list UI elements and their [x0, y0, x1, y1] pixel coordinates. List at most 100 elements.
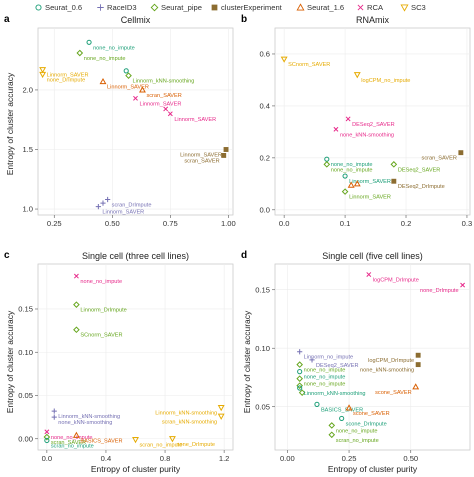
plot-area: [37, 27, 234, 216]
data-label: none_kNN-smoothing: [360, 368, 414, 374]
data-label: none_no_impute: [84, 56, 126, 62]
legend-label: RaceID3: [107, 2, 137, 12]
x-tick-label: 0.8: [160, 454, 171, 463]
data-label: Linnorm_kNN-smoothing: [133, 79, 195, 85]
data-point: [296, 361, 303, 368]
data-label: none_kNN-smoothing: [340, 132, 394, 138]
data-label: Linnorm_no_impute: [304, 355, 353, 361]
panel-title: RNAmix: [356, 15, 389, 25]
data-point: [100, 200, 106, 206]
data-point: [280, 56, 288, 63]
plot-area: [274, 263, 471, 451]
x-tick-label: 0.3: [462, 219, 473, 228]
data-point: [95, 204, 101, 210]
data-point: [39, 67, 47, 74]
legend-item: Seurat_pipe: [150, 1, 202, 13]
data-point: [221, 152, 227, 158]
data-point: [133, 95, 138, 101]
y-tick-label: 0.15: [18, 305, 33, 314]
data-label: Linnorm_SAVER: [107, 85, 149, 91]
data-label: SCnorm_SAVER: [288, 62, 330, 68]
data-point: [217, 405, 225, 412]
data-point: [44, 437, 50, 444]
data-label: DESeq2_SAVER: [316, 363, 359, 369]
data-point: [296, 382, 303, 389]
data-point: [51, 408, 57, 414]
data-point: [163, 106, 169, 112]
data-point: [415, 352, 421, 358]
panel-b: b RNAmix 0.0 0.1 0.2 0.3 0.0 0.2 0.4 0.6 SCnorm_…: [237, 14, 474, 234]
x-tick-label: 0.00: [280, 454, 295, 463]
legend-item: SC3: [400, 1, 426, 13]
data-label: none_DrImpute: [420, 288, 459, 294]
data-label: SCnorm_SAVER: [80, 333, 122, 339]
data-label: none_no_impute: [93, 45, 135, 51]
data-point: [44, 429, 50, 435]
data-label: none_no_impute: [304, 382, 346, 388]
x-tick-label: 0.4: [101, 454, 112, 463]
legend-marker-icon: [400, 3, 409, 12]
data-label: scran_no_impute: [140, 443, 183, 449]
legend-item: RCA: [356, 1, 383, 13]
data-label: scran_no_impute: [51, 443, 94, 449]
scatter-plot: 0.25 0.50 0.75 1.001.01.52.0none_no_imputen…: [22, 27, 236, 228]
data-label: Linnorm_SAVER: [180, 152, 222, 158]
data-point: [353, 72, 361, 79]
data-point: [328, 431, 336, 439]
data-point: [347, 181, 355, 188]
data-label: DESeq2_DrImpute: [398, 184, 445, 190]
y-tick-label: 0.0: [259, 205, 270, 214]
data-label: Linnorm_kNN-smoothing: [155, 411, 217, 417]
x-tick-label: 1.2: [219, 454, 230, 463]
data-point: [76, 49, 84, 57]
data-label: scran_DrImpute: [112, 203, 152, 209]
scatter-plot: 0.00 0.25 0.500.050.100.15logCPM_DrImputen…: [255, 263, 471, 463]
y-tick-label: 0.10: [18, 348, 33, 357]
legend-item: Seurat_1.6: [296, 1, 344, 13]
data-label: scran_no_impute: [336, 438, 379, 444]
plot-area: [37, 263, 234, 451]
data-label: none_no_impute: [304, 368, 346, 374]
data-point: [86, 39, 92, 45]
data-label: Linnorm_SAVER: [349, 195, 391, 201]
data-point: [298, 389, 306, 396]
data-point: [72, 431, 80, 438]
data-label: scone_SAVER: [375, 390, 412, 396]
x-tick-label: 0.1: [340, 219, 351, 228]
legend-item: clusterExperiment: [210, 1, 282, 13]
data-point: [223, 147, 229, 152]
y-tick-label: 0.4: [259, 102, 270, 111]
data-label: none_no_impute: [304, 375, 346, 381]
data-label: none_DrImpute: [47, 77, 86, 83]
legend-label: SC3: [411, 2, 426, 12]
panel-label: a: [4, 14, 10, 25]
data-point: [125, 72, 132, 79]
data-label: scone_SAVER: [353, 411, 390, 417]
data-point: [43, 433, 51, 441]
data-label: none_DrImpute: [176, 442, 215, 448]
data-point: [217, 413, 225, 420]
data-point: [342, 173, 348, 179]
legend-marker-icon: [211, 4, 218, 10]
data-point: [296, 375, 303, 382]
data-label: scone_DrImpute: [346, 421, 387, 427]
data-point: [415, 362, 421, 368]
data-label: DESeq2_SAVER: [352, 122, 395, 128]
data-label: none_kNN-smoothing: [58, 420, 112, 426]
data-label: scran_kNN-smoothing: [162, 419, 217, 425]
y-tick-label: 0.15: [255, 285, 270, 294]
x-tick-label: 0.75: [163, 219, 178, 228]
data-point: [73, 326, 80, 334]
data-point: [391, 178, 397, 184]
legend-marker-icon: [296, 2, 305, 11]
data-point: [51, 414, 57, 420]
x-tick-label: 0.0: [42, 454, 53, 463]
data-point: [390, 161, 398, 168]
data-point: [73, 301, 80, 308]
legend: Seurat_0.6 RaceID3 Seurat_pipe clusterExper…: [0, 0, 474, 14]
data-point: [345, 404, 353, 411]
y-tick-label: 1.5: [22, 145, 33, 154]
data-label: none_no_impute: [51, 435, 93, 441]
legend-label: clusterExperiment: [221, 2, 282, 12]
x-tick-label: 0.0: [279, 219, 290, 228]
